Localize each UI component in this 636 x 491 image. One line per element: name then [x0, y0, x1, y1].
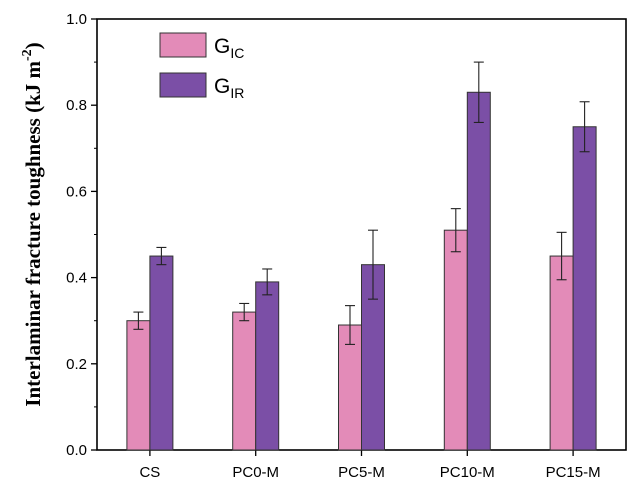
y-tick-label: 1.0 — [66, 11, 87, 28]
x-tick-label: CS — [139, 464, 160, 481]
bar-ir — [466, 91, 491, 451]
x-tick-label: PC5-M — [338, 464, 385, 481]
y-tick-label: 0.8 — [66, 97, 87, 114]
legend: GIC GIR — [159, 32, 244, 101]
y-tick-label: 0.2 — [66, 356, 87, 373]
x-tick-label: PC0-M — [232, 464, 279, 481]
legend-label-ir: GIR — [214, 75, 244, 101]
y-axis-title: Interlaminar fracture toughness (kJ m-2) — [20, 42, 45, 406]
y-tick-label: 0.6 — [66, 183, 87, 200]
bar-ir — [255, 281, 280, 451]
y-axis-label: Interlaminar fracture toughness (kJ m-2) — [20, 42, 45, 406]
y-tick-label: 0.0 — [66, 442, 87, 459]
bar-ir — [149, 255, 174, 451]
legend-label-ic: GIC — [214, 35, 244, 61]
legend-swatch-ic — [159, 32, 207, 58]
plot-area: 0.0 0.2 0.4 0.6 0.8 1.0 CS PC0-M PC5-M PC10-M PC15… — [66, 11, 627, 481]
bar-ic — [549, 255, 574, 451]
bar-ir — [572, 126, 597, 451]
y-tick-label: 0.4 — [66, 270, 87, 287]
legend-swatch-ir — [159, 72, 207, 98]
bar-ic — [232, 311, 257, 451]
x-tick-label: PC10-M — [440, 464, 495, 481]
x-tick-label: PC15-M — [546, 464, 601, 481]
bar-ic — [126, 320, 151, 451]
bar-ic — [443, 229, 468, 451]
